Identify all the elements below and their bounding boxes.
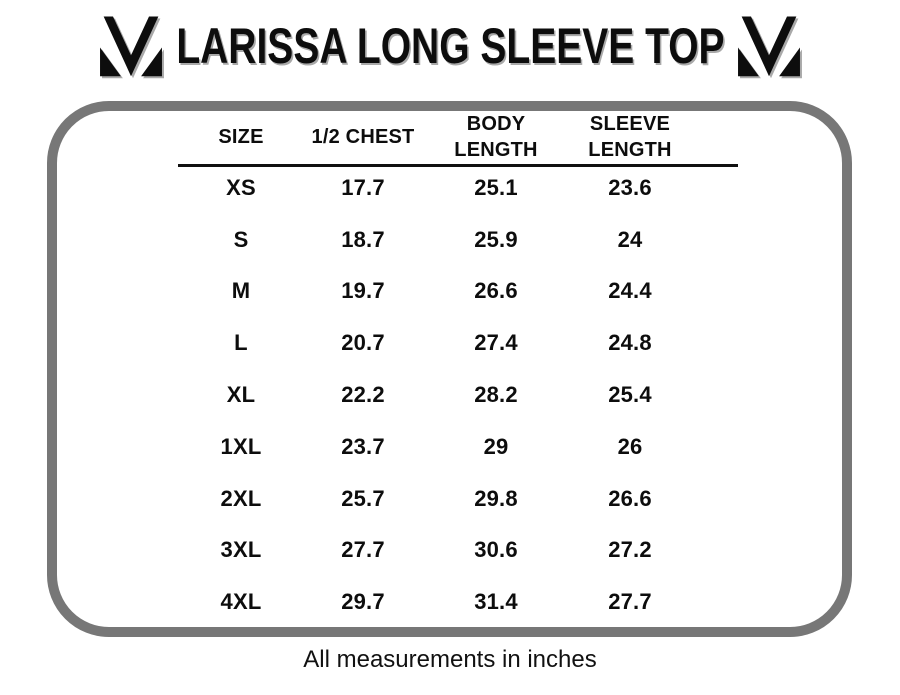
- measurement-value: 26: [617, 433, 643, 459]
- table-row: L 20.7 27.4 24.8: [178, 317, 690, 369]
- table-row: M 19.7 26.6 24.4: [178, 266, 690, 318]
- size-table-body: XS 17.7 25.1 23.6 S 18.7 25.9 24 M 19.7 26.6 24.4 L 2…: [178, 162, 690, 628]
- measurement-value: 31.4: [474, 589, 518, 615]
- measurement-value: 18.7: [341, 226, 385, 252]
- column-header-half-chest: 1/2 CHEST: [304, 110, 422, 164]
- column-header-sleeve-length-label: SLEEVE LENGTH: [588, 113, 672, 161]
- column-header-size: SIZE: [178, 110, 304, 164]
- header: LARISSA LONG SLEEVE TOP: [0, 6, 900, 86]
- size-label: XS: [226, 174, 256, 200]
- measurement-value: 24.8: [608, 330, 652, 356]
- measurements-note: All measurements in inches: [303, 646, 597, 673]
- measurement-value: 27.7: [341, 537, 385, 563]
- measurement-value: 27.4: [474, 330, 518, 356]
- header-divider: [178, 164, 738, 167]
- measurement-value: 17.7: [341, 174, 385, 200]
- measurement-value: 29.7: [341, 589, 385, 615]
- measurement-value: 26.6: [474, 278, 518, 304]
- size-label: L: [234, 330, 248, 356]
- measurement-value: 22.2: [341, 382, 385, 408]
- table-row: 2XL 25.7 29.8 26.6: [178, 473, 690, 525]
- size-label: S: [233, 226, 249, 252]
- size-label: 1XL: [220, 433, 262, 459]
- table-row: S 18.7 25.9 24: [178, 214, 690, 266]
- measurement-value: 25.9: [474, 226, 518, 252]
- size-label: 3XL: [220, 537, 262, 563]
- table-row: 4XL 29.7 31.4 27.7: [178, 576, 690, 628]
- measurement-value: 27.2: [608, 537, 652, 563]
- size-label: 2XL: [220, 485, 262, 511]
- measurement-value: 24: [617, 226, 643, 252]
- measurement-value: 23.6: [608, 174, 652, 200]
- measurement-value: 25.7: [341, 485, 385, 511]
- column-header-body-length-label: BODY LENGTH: [454, 113, 538, 161]
- table-row: 3XL 27.7 30.6 27.2: [178, 525, 690, 577]
- measurement-value: 25.4: [608, 382, 652, 408]
- size-table-header: SIZE 1/2 CHEST BODY LENGTH SLEEVE LENGTH: [178, 110, 690, 164]
- size-label: M: [231, 278, 251, 304]
- measurement-value: 29.8: [474, 485, 518, 511]
- size-label: 4XL: [220, 589, 262, 615]
- column-header-half-chest-label: 1/2 CHEST: [311, 126, 415, 148]
- table-row: 1XL 23.7 29 26: [178, 421, 690, 473]
- measurement-value: 24.4: [608, 278, 652, 304]
- measurement-value: 29: [483, 433, 509, 459]
- column-header-body-length: BODY LENGTH: [422, 110, 570, 164]
- measurement-value: 28.2: [474, 382, 518, 408]
- measurement-value: 20.7: [341, 330, 385, 356]
- column-header-size-label: SIZE: [218, 126, 264, 148]
- brand-m-monogram-icon-left: [95, 12, 167, 80]
- table-row: XL 22.2 28.2 25.4: [178, 369, 690, 421]
- measurement-value: 30.6: [474, 537, 518, 563]
- measurement-value: 25.1: [474, 174, 518, 200]
- table-row: XS 17.7 25.1 23.6: [178, 162, 690, 214]
- measurement-value: 19.7: [341, 278, 385, 304]
- measurement-value: 26.6: [608, 485, 652, 511]
- size-label: XL: [226, 382, 256, 408]
- brand-m-monogram-icon-right: [733, 12, 805, 80]
- page-title: LARISSA LONG SLEEVE TOP: [175, 18, 725, 74]
- size-chart-frame: [47, 101, 852, 637]
- measurement-value: 23.7: [341, 433, 385, 459]
- measurement-value: 27.7: [608, 589, 652, 615]
- column-header-sleeve-length: SLEEVE LENGTH: [570, 110, 690, 164]
